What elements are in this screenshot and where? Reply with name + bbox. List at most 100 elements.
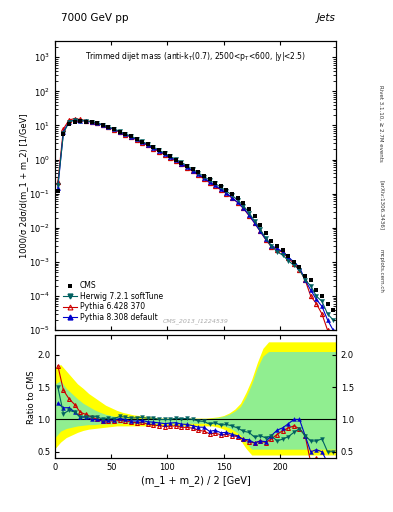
Herwig 7.2.1 softTune: [129, 133, 133, 139]
Herwig 7.2.1 softTune: [55, 182, 60, 188]
Herwig 7.2.1 softTune: [224, 188, 229, 194]
Herwig 7.2.1 softTune: [314, 293, 319, 299]
Pythia 6.428 370: [61, 126, 66, 132]
Legend: CMS, Herwig 7.2.1 softTune, Pythia 6.428 370, Pythia 8.308 default: CMS, Herwig 7.2.1 softTune, Pythia 6.428…: [62, 280, 165, 324]
Pythia 8.308 default: [55, 185, 60, 191]
Pythia 6.428 370: [230, 195, 234, 201]
Herwig 7.2.1 softTune: [84, 118, 88, 124]
Pythia 8.308 default: [258, 228, 263, 234]
Pythia 8.308 default: [320, 303, 324, 309]
CMS: [162, 150, 167, 156]
Pythia 6.428 370: [145, 142, 150, 148]
Pythia 8.308 default: [185, 164, 189, 170]
CMS: [101, 122, 105, 128]
Pythia 6.428 370: [263, 237, 268, 243]
Pythia 8.308 default: [224, 190, 229, 196]
CMS: [224, 187, 229, 193]
Herwig 7.2.1 softTune: [258, 226, 263, 232]
Herwig 7.2.1 softTune: [140, 138, 145, 144]
Pythia 6.428 370: [67, 117, 72, 123]
Pythia 8.308 default: [112, 126, 116, 133]
Pythia 6.428 370: [280, 249, 285, 255]
Text: [arXiv:1306.3436]: [arXiv:1306.3436]: [379, 180, 384, 230]
Herwig 7.2.1 softTune: [219, 184, 223, 190]
Pythia 8.308 default: [331, 327, 336, 333]
Pythia 6.428 370: [117, 129, 122, 135]
Pythia 8.308 default: [196, 172, 201, 178]
Pythia 8.308 default: [117, 129, 122, 135]
Herwig 7.2.1 softTune: [123, 131, 128, 137]
Pythia 8.308 default: [269, 243, 274, 249]
Pythia 6.428 370: [213, 183, 218, 189]
CMS: [314, 287, 319, 293]
Herwig 7.2.1 softTune: [320, 298, 324, 305]
Pythia 8.308 default: [325, 317, 330, 323]
Pythia 8.308 default: [314, 296, 319, 303]
CMS: [241, 200, 246, 206]
Pythia 6.428 370: [275, 247, 279, 253]
Herwig 7.2.1 softTune: [241, 203, 246, 209]
Pythia 8.308 default: [95, 120, 99, 126]
Pythia 6.428 370: [309, 293, 313, 299]
Line: Pythia 8.308 default: Pythia 8.308 default: [56, 118, 335, 332]
Herwig 7.2.1 softTune: [179, 159, 184, 165]
Pythia 8.308 default: [162, 151, 167, 157]
Pythia 8.308 default: [84, 118, 88, 124]
CMS: [157, 147, 162, 153]
Pythia 6.428 370: [140, 140, 145, 146]
Pythia 6.428 370: [241, 205, 246, 211]
CMS: [84, 119, 88, 125]
Pythia 6.428 370: [168, 155, 173, 161]
CMS: [202, 173, 206, 179]
CMS: [190, 166, 195, 173]
CMS: [140, 139, 145, 145]
Line: CMS: CMS: [56, 119, 335, 312]
Y-axis label: 1000/σ 2dσ/d(m_1 + m_2) [1/GeV]: 1000/σ 2dσ/d(m_1 + m_2) [1/GeV]: [19, 113, 28, 258]
CMS: [145, 141, 150, 147]
Pythia 6.428 370: [269, 244, 274, 250]
Pythia 6.428 370: [202, 176, 206, 182]
CMS: [207, 176, 212, 182]
Pythia 6.428 370: [89, 119, 94, 125]
Pythia 8.308 default: [252, 220, 257, 226]
CMS: [106, 124, 111, 130]
CMS: [280, 247, 285, 253]
Text: 7000 GeV pp: 7000 GeV pp: [61, 13, 129, 23]
Pythia 6.428 370: [179, 161, 184, 167]
Pythia 6.428 370: [106, 124, 111, 131]
CMS: [89, 119, 94, 125]
CMS: [325, 301, 330, 307]
Text: CMS_2013_I1224539: CMS_2013_I1224539: [163, 319, 228, 325]
Pythia 8.308 default: [280, 249, 285, 255]
Pythia 8.308 default: [67, 119, 72, 125]
Herwig 7.2.1 softTune: [292, 262, 296, 268]
Pythia 6.428 370: [258, 228, 263, 234]
Pythia 6.428 370: [219, 187, 223, 193]
Herwig 7.2.1 softTune: [309, 283, 313, 289]
Pythia 8.308 default: [78, 117, 83, 123]
Pythia 8.308 default: [157, 148, 162, 154]
Y-axis label: Ratio to CMS: Ratio to CMS: [27, 370, 36, 423]
Pythia 8.308 default: [303, 277, 307, 283]
Pythia 8.308 default: [123, 131, 128, 137]
Pythia 6.428 370: [129, 134, 133, 140]
CMS: [235, 195, 240, 201]
CMS: [95, 120, 99, 126]
Pythia 8.308 default: [168, 154, 173, 160]
Herwig 7.2.1 softTune: [331, 317, 336, 323]
CMS: [286, 253, 290, 259]
Pythia 8.308 default: [230, 195, 234, 201]
Pythia 6.428 370: [162, 152, 167, 158]
Herwig 7.2.1 softTune: [151, 144, 156, 150]
Herwig 7.2.1 softTune: [117, 128, 122, 134]
Pythia 6.428 370: [95, 120, 99, 126]
Pythia 6.428 370: [196, 172, 201, 178]
Pythia 6.428 370: [112, 126, 116, 133]
Text: Jets: Jets: [317, 13, 336, 23]
Pythia 6.428 370: [325, 327, 330, 333]
Herwig 7.2.1 softTune: [235, 197, 240, 203]
Herwig 7.2.1 softTune: [173, 156, 178, 162]
CMS: [263, 230, 268, 236]
Herwig 7.2.1 softTune: [213, 180, 218, 186]
Text: mcplots.cern.ch: mcplots.cern.ch: [379, 249, 384, 293]
